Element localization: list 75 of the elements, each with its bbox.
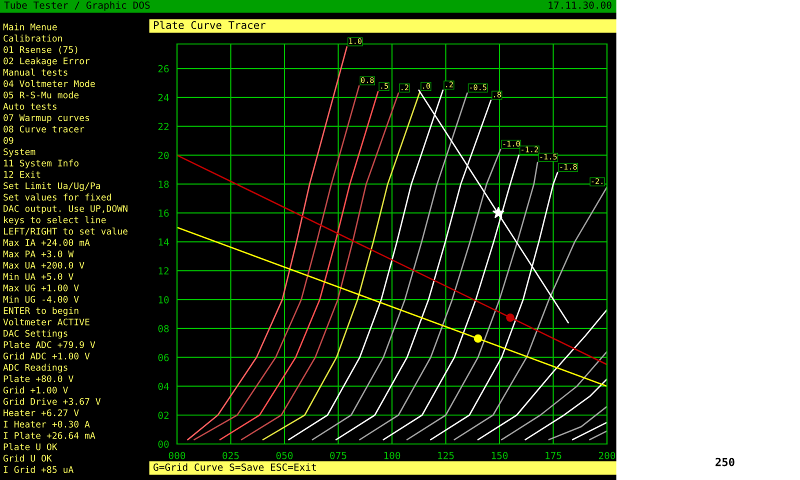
y-tick-label: 16	[158, 209, 169, 217]
text: LEFT/RIGHT to set value	[4, 228, 128, 236]
x-tick-label: 175	[546, 452, 562, 460]
text: Grid ADC +1.00 V	[3, 352, 90, 360]
text: 12 Exit	[4, 170, 40, 178]
y-tick-label: 02	[158, 412, 169, 419]
text: Max UA +200.0 V	[3, 262, 84, 269]
y-tick-label: 22	[158, 122, 169, 130]
line-series	[500, 350, 607, 440]
text: Manual tests	[3, 68, 68, 76]
text: 01 Rsense (75)	[4, 46, 78, 54]
y-tick-label: 24	[158, 94, 169, 102]
y-tick-label: 04	[158, 382, 169, 390]
text: G=Grid Curve S=Save ESC=Exit	[153, 463, 316, 471]
text: Set values for fixed	[4, 194, 111, 201]
y-tick-label: 14	[158, 238, 169, 246]
text: 04 Voltmeter Mode	[4, 80, 95, 88]
text: 250	[716, 458, 734, 466]
y-tick-label: 26	[158, 65, 169, 72]
chart-title: Plate Curve Tracer	[154, 20, 266, 30]
x-tick-label: 000	[168, 452, 186, 460]
y-tick-label: 06	[158, 354, 169, 362]
text: ENTER to begin	[4, 307, 78, 316]
text: Tube Tester / Graphic DOS	[4, 1, 150, 11]
text: 17.11.30.00	[548, 1, 612, 9]
text: Grid U OK	[3, 454, 52, 462]
text: Plate +80.0 V	[4, 375, 74, 382]
point	[474, 334, 482, 343]
text: Set Limit Ua/Ug/Pa	[4, 182, 100, 191]
y-tick-label: 12	[158, 267, 169, 274]
line-series	[477, 309, 607, 440]
text: Main Menue	[3, 23, 57, 30]
text: Max IA +24.00 mA	[3, 239, 90, 246]
line-series	[524, 378, 607, 440]
text: 05 R-S-Mu mode	[4, 91, 79, 98]
text: Grid Drive +3.67 V	[3, 398, 101, 405]
y-tick-label: 10	[158, 296, 169, 304]
y-tick-label: 08	[158, 324, 169, 332]
point	[492, 206, 504, 218]
text: I Heater +0.30 A	[4, 420, 90, 428]
text: DAC output. Use UP,DOWN	[4, 205, 128, 214]
text: I Grid +85 uA	[4, 466, 74, 473]
point	[506, 313, 514, 322]
text: 09	[4, 136, 14, 144]
x-tick-label: 025	[222, 452, 239, 460]
text: System	[4, 148, 36, 157]
x-tick-label: 100	[384, 452, 400, 460]
text: Auto tests	[3, 103, 56, 110]
text: 11 System Info	[4, 160, 78, 168]
text: Min UA +5.0 V	[3, 273, 74, 280]
y-tick-label: 00	[158, 440, 169, 448]
x-tick-label: 075	[330, 452, 346, 460]
text: keys to select line	[4, 216, 106, 226]
text: Grid +1.00 V	[3, 386, 68, 394]
x-tick-label: 125	[438, 452, 454, 460]
y-tick-label: 18	[158, 180, 169, 188]
x-tick-label: 050	[276, 452, 293, 460]
text: Plate U OK	[4, 443, 58, 450]
text: 07 Warmup curves	[4, 114, 90, 123]
text: Heater +6.27 V	[4, 409, 79, 416]
text: Voltmeter ACTIVE	[3, 318, 90, 326]
text: ADC Readings	[3, 364, 68, 373]
text: I Plate +26.64 mA	[4, 432, 96, 439]
x-tick-label: 200	[598, 452, 616, 460]
text: 08 Curve tracer	[4, 126, 84, 132]
text: Calibration	[4, 34, 62, 42]
line-series	[454, 186, 607, 440]
text: DAC Settings	[4, 330, 68, 339]
text: Min UG -4.00 V	[3, 296, 79, 303]
text: 02 Leakage Error	[4, 57, 90, 66]
y-tick-label: 20	[158, 152, 169, 160]
text: Plate ADC +79.9 V	[4, 341, 96, 348]
text: Max UG +1.00 V	[3, 284, 79, 292]
text: Max PA +3.0 W	[3, 250, 74, 258]
x-tick-label: 150	[492, 452, 508, 460]
